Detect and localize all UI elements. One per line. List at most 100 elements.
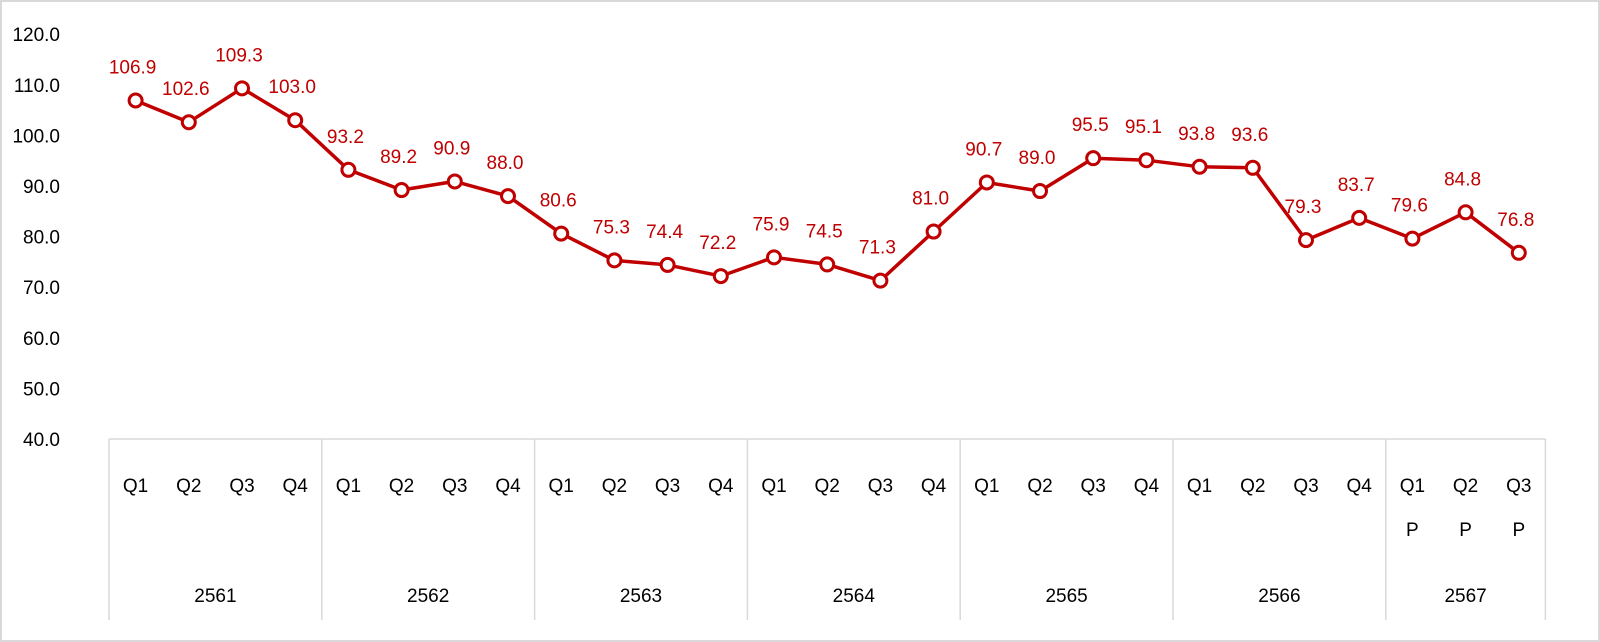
data-label: 93.6: [1231, 125, 1268, 146]
data-label: 89.0: [1019, 148, 1056, 169]
y-tick-label: 100.0: [12, 126, 60, 147]
data-point: [180, 114, 197, 131]
x-tick-quarter: Q4: [1134, 476, 1160, 497]
x-tick-quarter: Q3: [655, 476, 680, 497]
x-tick-quarter: Q4: [1347, 476, 1373, 497]
data-point: [1191, 158, 1208, 175]
data-point: [712, 268, 729, 285]
y-tick-label: 40.0: [23, 430, 60, 451]
x-tick-quarter: Q2: [176, 476, 201, 497]
x-tick-quarter: Q1: [1400, 476, 1425, 497]
x-tick-quarter: Q2: [602, 476, 627, 497]
data-label: 72.2: [699, 233, 736, 254]
x-tick-quarter: Q4: [708, 476, 734, 497]
data-label: 83.7: [1338, 175, 1375, 196]
x-tick-quarter: Q4: [921, 476, 947, 497]
y-tick-label: 120.0: [12, 25, 60, 46]
x-tick-year: 2563: [620, 586, 662, 607]
x-tick-quarter: Q2: [1240, 476, 1265, 497]
data-label: 88.0: [487, 153, 524, 174]
x-tick-quarter: Q4: [495, 476, 521, 497]
x-tick-year: 2561: [194, 586, 236, 607]
data-label: 81.0: [912, 189, 949, 210]
data-point: [500, 188, 516, 205]
data-point: [606, 252, 623, 269]
x-tick-quarter: Q1: [974, 476, 999, 497]
x-tick-year: 2567: [1444, 586, 1486, 607]
data-label: 90.7: [965, 139, 1002, 160]
data-label: 79.6: [1391, 196, 1428, 217]
x-tick-quarter: Q1: [123, 476, 148, 497]
data-point: [1457, 204, 1474, 221]
data-label: 103.0: [268, 77, 316, 98]
data-point: [553, 225, 570, 242]
data-point: [872, 272, 889, 289]
x-tick-quarter: Q3: [442, 476, 467, 497]
x-tick-year: 2562: [407, 586, 449, 607]
y-tick-label: 80.0: [23, 228, 60, 249]
x-tick-quarter: Q2: [389, 476, 414, 497]
x-tick-year: 2566: [1258, 586, 1300, 607]
data-label: 80.6: [540, 191, 577, 212]
data-label: 74.5: [806, 221, 843, 242]
data-point: [766, 249, 782, 266]
data-point: [1298, 232, 1314, 249]
series-line: [134, 86, 1520, 283]
data-label: 93.8: [1178, 124, 1215, 145]
data-point: [1244, 159, 1261, 176]
y-tick-label: 50.0: [23, 379, 60, 400]
data-point: [127, 92, 144, 109]
y-tick-label: 90.0: [23, 177, 60, 198]
data-label: 76.8: [1497, 210, 1534, 231]
y-tick-label: 70.0: [23, 278, 60, 299]
data-label: 71.3: [859, 238, 896, 259]
data-label: 95.1: [1125, 117, 1162, 138]
data-label: 89.2: [380, 147, 417, 168]
x-tick-quarter: Q2: [1453, 476, 1478, 497]
x-tick-quarter: Q2: [1027, 476, 1052, 497]
data-label: 79.3: [1285, 197, 1322, 218]
data-label: 102.6: [162, 79, 210, 100]
data-label: 90.9: [433, 138, 470, 159]
data-point: [393, 182, 410, 199]
y-tick-label: 110.0: [14, 76, 60, 97]
data-point: [287, 112, 304, 129]
x-tick-quarter: Q3: [868, 476, 893, 497]
data-point: [659, 256, 676, 273]
data-point: [925, 223, 942, 240]
data-point: [1032, 183, 1048, 200]
data-label: 109.3: [215, 45, 263, 66]
data-label: 106.9: [109, 57, 157, 78]
x-tick-quarter: Q3: [229, 476, 254, 497]
data-point: [446, 173, 463, 190]
y-tick-label: 60.0: [23, 329, 60, 350]
x-tick-year: 2565: [1045, 586, 1087, 607]
data-label: 84.8: [1444, 169, 1481, 190]
x-tick-quarter: Q1: [336, 476, 361, 497]
data-point: [1085, 150, 1102, 167]
x-tick-year: 2564: [833, 586, 876, 607]
data-point: [1404, 230, 1421, 247]
x-tick-quarter: Q1: [549, 476, 574, 497]
x-tick-quarter: Q3: [1081, 476, 1106, 497]
data-point: [1138, 152, 1155, 169]
x-tick-quarter: Q1: [1187, 476, 1212, 497]
data-point: [1510, 244, 1527, 261]
data-point: [978, 174, 995, 191]
x-tick-preliminary: P: [1512, 520, 1525, 541]
data-point: [1351, 209, 1368, 226]
x-tick-preliminary: P: [1459, 520, 1472, 541]
data-label: 74.4: [646, 222, 683, 243]
data-point: [819, 256, 836, 273]
x-tick-quarter: Q3: [1293, 476, 1318, 497]
data-point: [340, 161, 357, 178]
x-tick-quarter: Q4: [283, 476, 309, 497]
data-label: 75.3: [593, 217, 630, 238]
x-tick-quarter: Q1: [761, 476, 786, 497]
x-tick-quarter: Q2: [815, 476, 840, 497]
data-label: 75.9: [753, 214, 790, 235]
data-point: [234, 80, 250, 97]
data-label: 95.5: [1072, 115, 1109, 136]
